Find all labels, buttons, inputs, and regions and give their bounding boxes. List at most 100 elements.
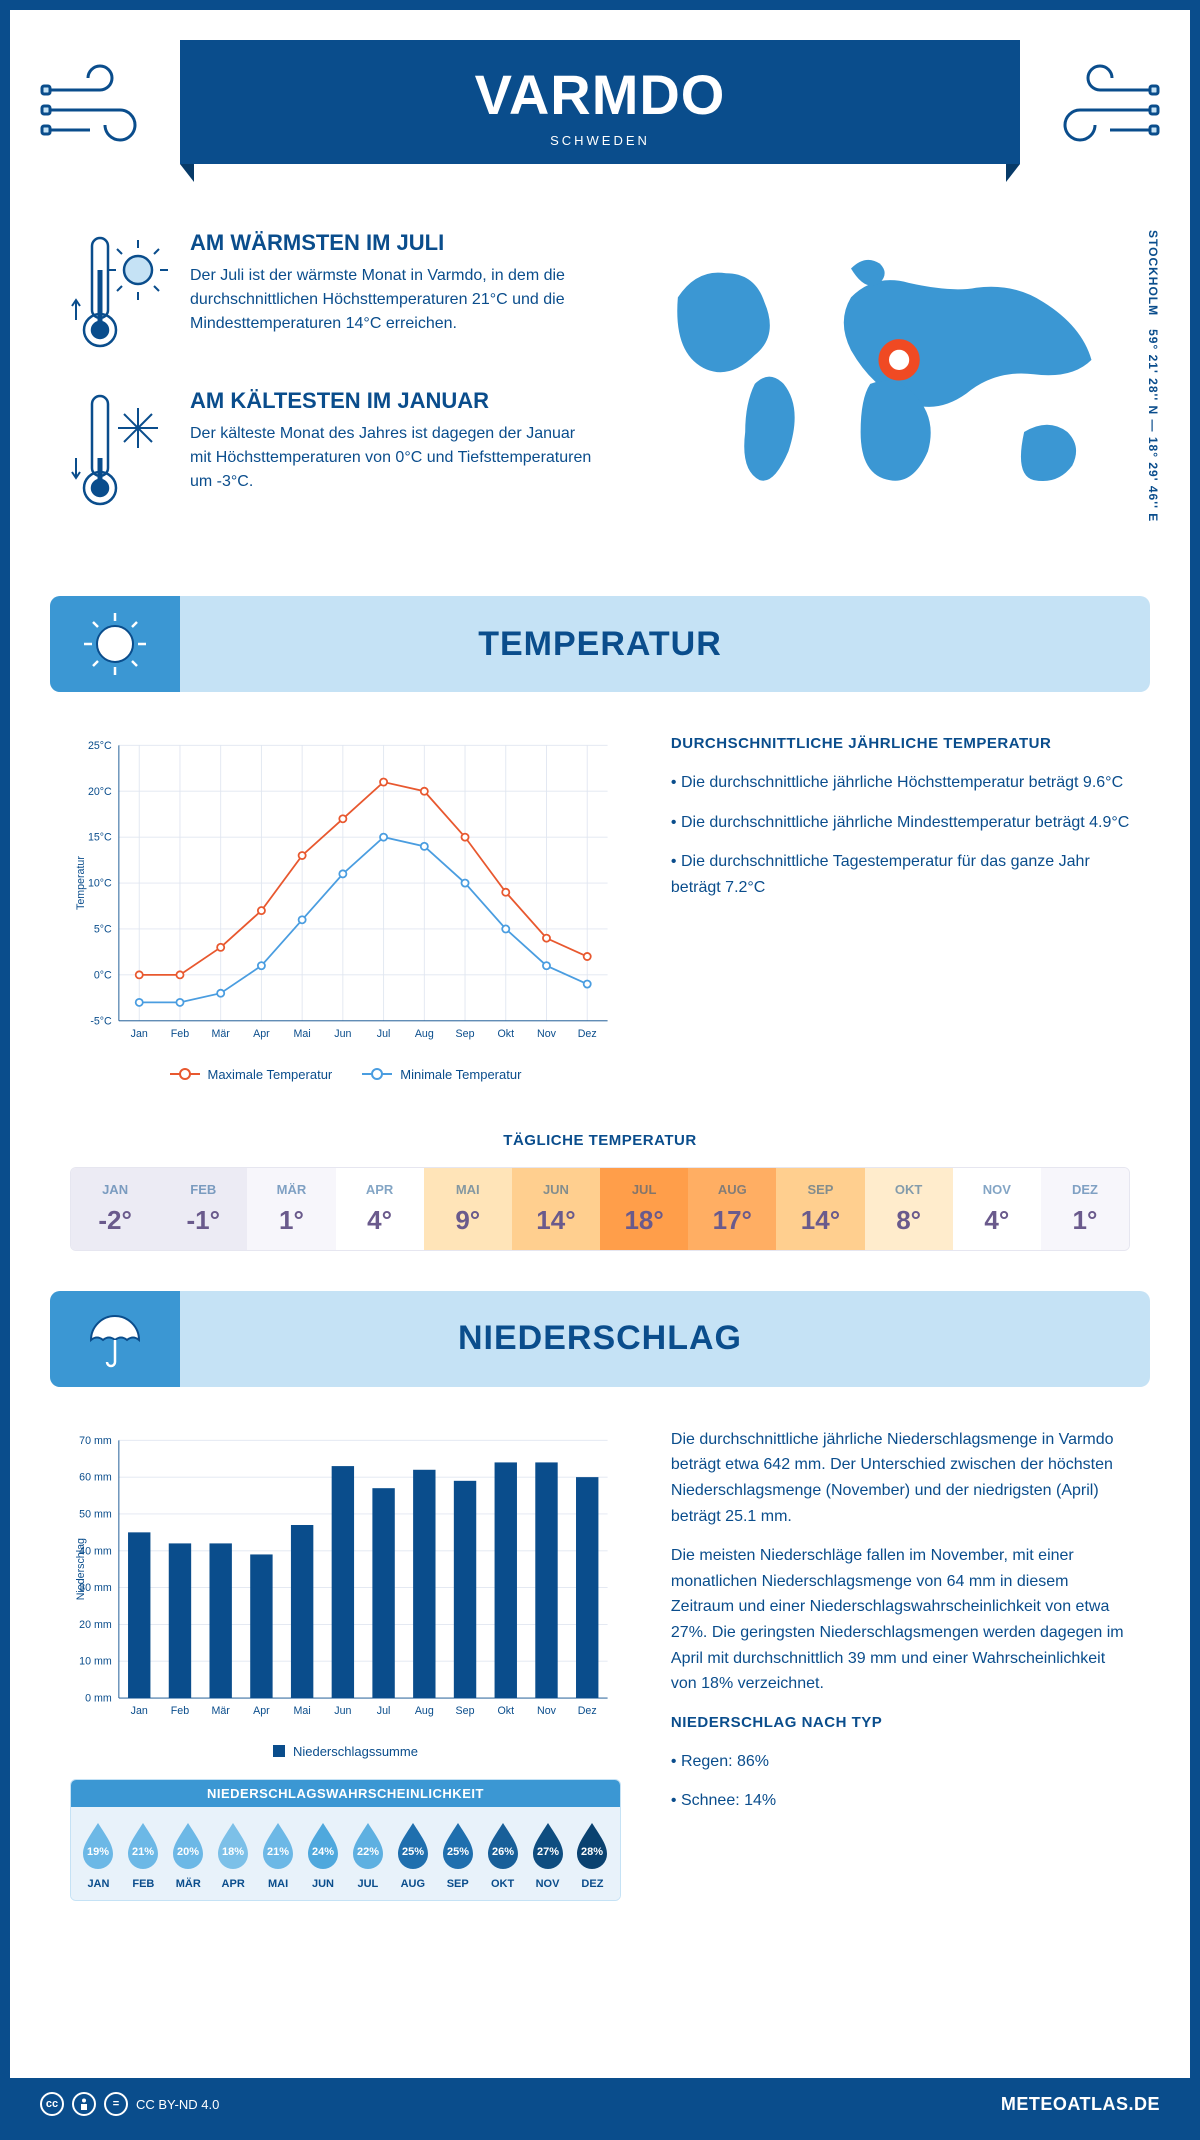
svg-text:Jan: Jan: [131, 1028, 148, 1040]
probability-drop: 21%FEB: [122, 1821, 165, 1890]
svg-text:Mai: Mai: [294, 1705, 311, 1717]
daily-temp-cell: MÄR1°: [247, 1168, 335, 1250]
svg-text:Dez: Dez: [578, 1028, 597, 1040]
thermometer-cold-icon: [70, 388, 170, 518]
probability-drop: 25%SEP: [436, 1821, 479, 1890]
temp-bullet: Die durchschnittliche jährliche Höchstte…: [671, 770, 1130, 796]
svg-text:Aug: Aug: [415, 1705, 434, 1717]
precip-type-item: Schnee: 14%: [671, 1788, 1130, 1814]
temp-bullets: Die durchschnittliche jährliche Höchstte…: [671, 770, 1130, 900]
thermometer-hot-icon: [70, 230, 170, 360]
wind-icon: [40, 50, 180, 160]
svg-text:50 mm: 50 mm: [79, 1508, 112, 1520]
probability-drop: 18%APR: [212, 1821, 255, 1890]
daily-temp-cell: JUN14°: [512, 1168, 600, 1250]
section-title: TEMPERATUR: [478, 625, 722, 664]
svg-text:10 mm: 10 mm: [79, 1656, 112, 1668]
svg-text:15°C: 15°C: [88, 832, 112, 844]
svg-text:Jun: Jun: [334, 1705, 351, 1717]
precip-para: Die meisten Niederschläge fallen im Nove…: [671, 1543, 1130, 1697]
footer: cc = CC BY-ND 4.0 METEOATLAS.DE: [10, 2078, 1190, 2130]
cc-by-icon: [72, 2092, 96, 2116]
svg-text:Aug: Aug: [415, 1028, 434, 1040]
daily-temp-cell: NOV4°: [953, 1168, 1041, 1250]
svg-text:25%: 25%: [447, 1846, 469, 1858]
svg-text:60 mm: 60 mm: [79, 1472, 112, 1484]
probability-drop: 25%AUG: [391, 1821, 434, 1890]
svg-text:Okt: Okt: [497, 1028, 514, 1040]
svg-text:5°C: 5°C: [94, 924, 112, 936]
svg-text:Niederschlag: Niederschlag: [75, 1538, 87, 1600]
footer-brand: METEOATLAS.DE: [1001, 2094, 1160, 2115]
svg-text:25°C: 25°C: [88, 740, 112, 752]
probability-drop: 28%DEZ: [571, 1821, 614, 1890]
daily-temp-title: TÄGLICHE TEMPERATUR: [70, 1132, 1130, 1149]
svg-text:-5°C: -5°C: [90, 1015, 112, 1027]
wind-icon: [1020, 50, 1160, 160]
coords-city: STOCKHOLM: [1146, 230, 1160, 316]
svg-text:Jul: Jul: [377, 1028, 391, 1040]
coords-text: 59° 21' 28'' N — 18° 29' 46'' E: [1146, 329, 1160, 522]
precip-type-list: Regen: 86% Schnee: 14%: [671, 1749, 1130, 1814]
temp-text-title: DURCHSCHNITTLICHE JÄHRLICHE TEMPERATUR: [671, 732, 1130, 756]
svg-text:19%: 19%: [87, 1846, 109, 1858]
daily-temp-cell: JAN-2°: [71, 1168, 159, 1250]
temp-bullet: Die durchschnittliche jährliche Mindestt…: [671, 810, 1130, 836]
svg-text:Mär: Mär: [212, 1705, 231, 1717]
svg-text:21%: 21%: [267, 1846, 289, 1858]
svg-text:Feb: Feb: [171, 1705, 189, 1717]
precip-para: Die durchschnittliche jährliche Niedersc…: [671, 1427, 1130, 1529]
probability-drop: 19%JAN: [77, 1821, 120, 1890]
svg-text:Feb: Feb: [171, 1028, 189, 1040]
temperature-line-chart: -5°C0°C5°C10°C15°C20°C25°CJanFebMärAprMa…: [70, 732, 621, 1052]
svg-text:25%: 25%: [402, 1846, 424, 1858]
temperature-section-header: TEMPERATUR: [50, 596, 1150, 692]
svg-text:Mai: Mai: [294, 1028, 311, 1040]
svg-text:27%: 27%: [537, 1846, 559, 1858]
daily-temp-cell: JUL18°: [600, 1168, 688, 1250]
daily-temp-grid: JAN-2°FEB-1°MÄR1°APR4°MAI9°JUN14°JUL18°A…: [70, 1167, 1130, 1251]
svg-text:Apr: Apr: [253, 1705, 270, 1717]
daily-temp-cell: APR4°: [336, 1168, 424, 1250]
fact-text: Der Juli ist der wärmste Monat in Varmdo…: [190, 264, 599, 336]
chart-legend: Niederschlagssumme: [70, 1744, 621, 1759]
probability-drop: 24%JUN: [302, 1821, 345, 1890]
probability-drop: 26%OKT: [481, 1821, 524, 1890]
svg-text:Apr: Apr: [253, 1028, 270, 1040]
fact-title: AM KÄLTESTEN IM JANUAR: [190, 388, 599, 414]
svg-text:70 mm: 70 mm: [79, 1435, 112, 1447]
svg-text:20%: 20%: [177, 1846, 199, 1858]
svg-text:Jan: Jan: [131, 1705, 148, 1717]
svg-text:0°C: 0°C: [94, 969, 112, 981]
svg-text:Sep: Sep: [456, 1705, 475, 1717]
daily-temp-cell: MAI9°: [424, 1168, 512, 1250]
svg-text:Jun: Jun: [334, 1028, 351, 1040]
probability-drop: 27%NOV: [526, 1821, 569, 1890]
daily-temp-cell: SEP14°: [776, 1168, 864, 1250]
precip-section-header: NIEDERSCHLAG: [50, 1291, 1150, 1387]
probability-drop: 20%MÄR: [167, 1821, 210, 1890]
coldest-fact: AM KÄLTESTEN IM JANUAR Der kälteste Mona…: [70, 388, 599, 518]
header: VARMDO SCHWEDEN: [10, 40, 1190, 210]
temp-bullet: Die durchschnittliche Tagestemperatur fü…: [671, 849, 1130, 900]
svg-text:Sep: Sep: [456, 1028, 475, 1040]
daily-temp-cell: FEB-1°: [159, 1168, 247, 1250]
svg-text:Dez: Dez: [578, 1705, 597, 1717]
legend-min: Minimale Temperatur: [400, 1067, 521, 1082]
svg-text:26%: 26%: [492, 1846, 514, 1858]
world-map: STOCKHOLM 59° 21' 28'' N — 18° 29' 46'' …: [649, 230, 1130, 546]
legend-precip: Niederschlagssumme: [293, 1744, 418, 1759]
precip-type-item: Regen: 86%: [671, 1749, 1130, 1775]
cc-icon: cc: [40, 2092, 64, 2116]
fact-title: AM WÄRMSTEN IM JULI: [190, 230, 599, 256]
section-title: NIEDERSCHLAG: [458, 1319, 742, 1358]
sun-icon: [80, 609, 150, 679]
svg-text:Nov: Nov: [537, 1028, 557, 1040]
umbrella-icon: [82, 1306, 148, 1372]
daily-temp-cell: DEZ1°: [1041, 1168, 1129, 1250]
cc-nd-icon: =: [104, 2092, 128, 2116]
precip-probability: NIEDERSCHLAGSWAHRSCHEINLICHKEIT 19%JAN21…: [70, 1779, 621, 1901]
title-banner: VARMDO SCHWEDEN: [180, 40, 1020, 164]
svg-text:Okt: Okt: [497, 1705, 514, 1717]
prob-title: NIEDERSCHLAGSWAHRSCHEINLICHKEIT: [71, 1780, 620, 1807]
